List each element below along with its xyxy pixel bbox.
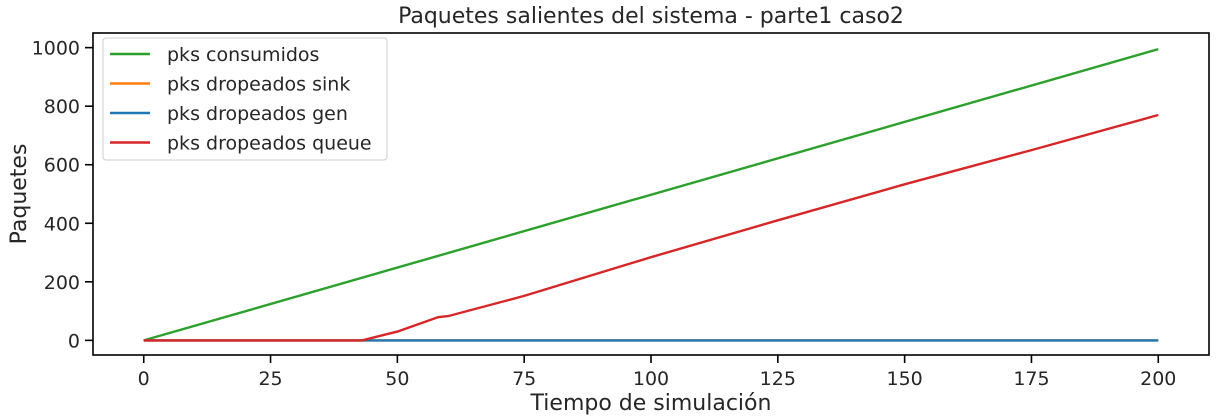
y-tick-label: 200: [44, 272, 80, 294]
series-layer: [143, 47, 1159, 342]
x-tick-label: 200: [1140, 368, 1176, 390]
series-line-0: [143, 47, 1159, 342]
series-line-3: [143, 113, 1159, 342]
legend-label: pks dropeados sink: [167, 74, 350, 96]
legend: pks consumidos pks dropeados sink pks drop…: [102, 37, 388, 161]
y-axis-ticks: 0 200 400 600 800 1000: [32, 38, 93, 352]
y-tick-label: 400: [44, 213, 80, 235]
x-tick-label: 50: [385, 368, 409, 390]
x-tick-label: 25: [258, 368, 282, 390]
x-tick-label: 0: [138, 368, 150, 390]
legend-label: pks dropeados queue: [167, 133, 372, 155]
x-tick-label: 125: [760, 368, 796, 390]
y-axis-label: Paquetes: [7, 144, 32, 245]
y-tick-label: 1000: [32, 38, 80, 60]
y-tick-label: 800: [44, 96, 80, 118]
x-tick-label: 100: [633, 368, 669, 390]
y-tick-label: 0: [68, 330, 80, 352]
x-axis-label: Tiempo de simulación: [530, 391, 772, 416]
legend-label: pks consumidos: [167, 44, 319, 66]
x-tick-label: 75: [512, 368, 536, 390]
x-axis-ticks: 0 25 50 75 100 125 150 175 200: [138, 355, 1176, 390]
chart-title: Paquetes salientes del sistema - parte1 …: [398, 4, 904, 29]
x-tick-label: 150: [887, 368, 923, 390]
legend-box: [102, 37, 388, 161]
legend-label: pks dropeados gen: [167, 103, 348, 125]
x-tick-label: 175: [1013, 368, 1049, 390]
y-tick-label: 600: [44, 155, 80, 177]
